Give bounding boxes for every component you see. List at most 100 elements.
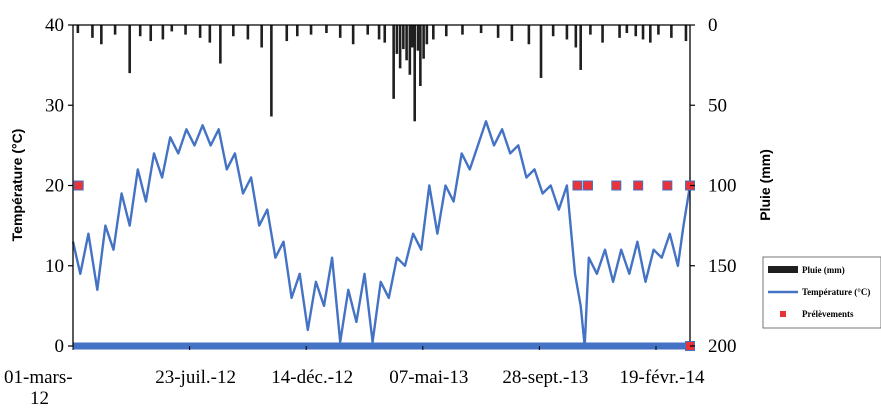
left-tick-label: 0	[55, 336, 65, 357]
temperature-line	[71, 120, 692, 348]
y2-axis-title: Pluie (mm)	[757, 149, 773, 221]
rain-bar	[670, 25, 673, 38]
rain-bar	[285, 25, 289, 42]
right-tick-label: 200	[708, 336, 737, 357]
sample-marker	[633, 180, 644, 191]
rain-bar	[479, 25, 483, 34]
rain-bar	[113, 25, 117, 35]
rain-bar	[625, 25, 629, 34]
rain-bar	[260, 25, 263, 48]
sample-marker	[73, 180, 84, 191]
rain-bar	[377, 25, 381, 40]
rain-bar	[402, 25, 405, 50]
rain-bar	[416, 25, 420, 51]
rain-bar	[408, 25, 412, 75]
rain-bar	[410, 25, 414, 48]
rain-bar	[351, 25, 355, 45]
rain-bar	[366, 25, 370, 35]
x-tick-label: 19-févr.-14	[620, 367, 705, 388]
rain-bar	[419, 25, 422, 86]
sample-marker	[582, 180, 593, 191]
legend-swatch-rain	[768, 266, 798, 273]
rain-bar	[128, 25, 131, 74]
rain-bar	[295, 25, 299, 37]
x-axis-ticks: 01-mars-12 23-juil.-12 14-déc.-12 07-mai-13…	[4, 346, 705, 409]
legend-label: Prélèvements	[802, 309, 854, 319]
rain-bar	[551, 25, 555, 37]
rain-bar	[539, 25, 543, 78]
rain-bar	[601, 25, 604, 43]
right-tick-label: 0	[708, 15, 718, 36]
x-tick-label: 28-sept.-13	[502, 367, 588, 388]
legend-label: Pluie (mm)	[802, 265, 845, 275]
rain-bars	[76, 25, 688, 122]
rain-bar	[657, 25, 660, 35]
rain-bar	[579, 25, 582, 70]
left-axis-ticks: 0 10 20 30 40	[45, 15, 73, 357]
right-axis-ticks: 200 150 100 50 0	[690, 15, 737, 357]
rain-bar	[309, 25, 313, 35]
legend-swatch-samples	[780, 311, 786, 317]
rain-bar	[432, 25, 435, 40]
temperature-layer	[71, 120, 692, 348]
x-tick-label: 23-juil.-12	[155, 367, 236, 388]
rain-bar	[398, 25, 402, 69]
rain-bar	[392, 25, 395, 99]
rain-bar	[383, 25, 387, 43]
rain-bar	[634, 25, 638, 37]
rain-bar	[422, 25, 425, 59]
rain-bar	[161, 25, 165, 40]
rain-bar	[325, 25, 328, 34]
rain-bar	[246, 25, 250, 40]
x-tick-label: 01-mars-	[4, 367, 73, 388]
rain-bar	[574, 25, 578, 48]
x-tick-label: 07-mai-13	[389, 367, 468, 388]
x-tick-label: 14-déc.-12	[271, 367, 353, 388]
rain-bar	[510, 25, 514, 42]
left-tick-label: 40	[45, 15, 64, 36]
rain-bar	[100, 25, 103, 45]
y-axis-title: Température (°C)	[9, 129, 25, 242]
sample-marker	[662, 180, 673, 191]
right-tick-label: 150	[708, 256, 737, 277]
rain-bar	[496, 25, 500, 38]
left-tick-label: 20	[45, 176, 64, 197]
right-tick-label: 50	[708, 95, 727, 116]
rain-bar	[138, 25, 142, 37]
x-tick-label-second-line: 12	[30, 388, 49, 407]
rain-bar	[208, 25, 212, 43]
rain-bar	[413, 25, 416, 122]
rain-bar	[589, 25, 592, 35]
rain-bar	[338, 25, 342, 38]
sample-marker	[572, 180, 583, 191]
sample-marker	[611, 180, 622, 191]
rain-bar	[649, 25, 652, 43]
rain-bar	[684, 25, 688, 42]
rain-bar	[76, 25, 80, 34]
rain-bar	[425, 25, 429, 45]
left-tick-label: 10	[45, 256, 64, 277]
rain-bar	[184, 25, 187, 35]
rain-bar	[395, 25, 399, 54]
rain-bar	[170, 25, 174, 32]
rain-bar	[219, 25, 222, 64]
rain-bar	[232, 25, 235, 37]
rain-bar	[527, 25, 531, 45]
rain-bar	[641, 25, 645, 40]
rain-bar	[270, 25, 273, 117]
rain-bar	[149, 25, 153, 42]
left-tick-label: 30	[45, 95, 64, 116]
rain-bar	[405, 25, 408, 61]
rain-bar	[565, 25, 569, 40]
rain-bar	[461, 25, 464, 35]
right-tick-label: 100	[708, 176, 737, 197]
rain-bar	[91, 25, 94, 38]
rain-bar	[618, 25, 621, 38]
rain-bar	[444, 25, 448, 37]
rain-bar	[198, 25, 202, 38]
legend: Pluie (mm) Température (°C) Prélèvements	[762, 256, 881, 329]
legend-label: Température (°C)	[802, 287, 870, 297]
